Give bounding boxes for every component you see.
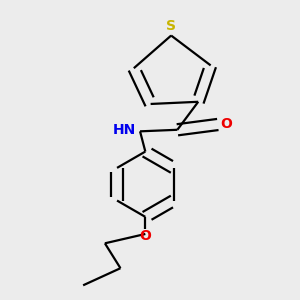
- Text: HN: HN: [113, 123, 136, 137]
- Text: O: O: [140, 229, 151, 243]
- Text: S: S: [166, 19, 176, 33]
- Text: O: O: [220, 117, 232, 130]
